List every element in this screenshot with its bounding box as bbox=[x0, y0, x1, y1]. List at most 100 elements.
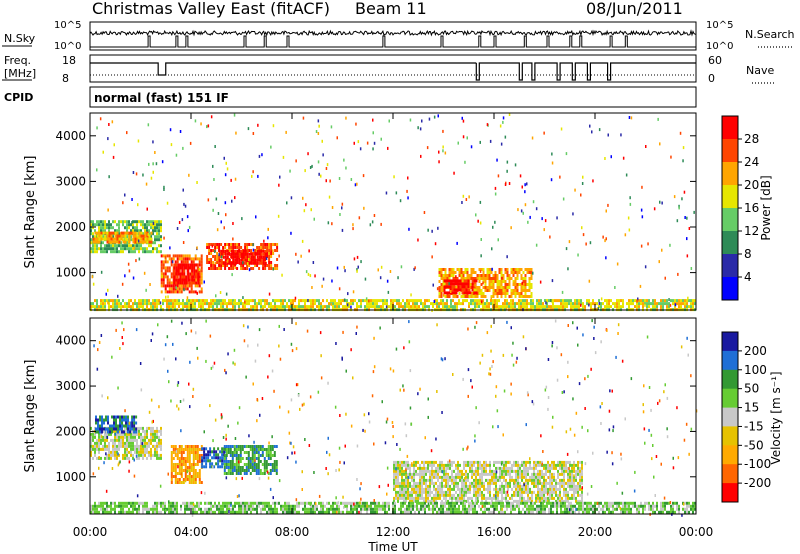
heatmap-cell bbox=[211, 450, 214, 454]
heatmap-cell bbox=[192, 445, 195, 448]
heatmap-cell bbox=[177, 269, 180, 273]
heatmap-cell bbox=[419, 487, 421, 491]
heatmap-cell bbox=[491, 475, 493, 479]
heatmap-cell bbox=[106, 507, 108, 511]
heatmap-cell bbox=[522, 295, 525, 298]
heatmap-cell bbox=[90, 450, 92, 454]
heatmap-cell bbox=[450, 299, 452, 303]
heatmap-cell bbox=[263, 448, 266, 451]
heatmap-cell bbox=[107, 427, 109, 431]
heatmap-cell bbox=[116, 504, 118, 508]
heatmap-cell bbox=[120, 510, 122, 514]
heatmap-cell bbox=[374, 299, 376, 303]
heatmap-cell bbox=[519, 469, 521, 473]
heatmap-cell bbox=[264, 302, 266, 306]
heatmap-cell bbox=[128, 223, 130, 227]
heatmap-cell bbox=[481, 472, 483, 476]
heatmap-cell bbox=[120, 504, 122, 508]
heatmap-speckle bbox=[686, 254, 689, 258]
heatmap-cell bbox=[538, 299, 540, 303]
heatmap-cell bbox=[282, 305, 284, 309]
heatmap-cell bbox=[152, 226, 154, 230]
heatmap-cell bbox=[112, 441, 114, 445]
heatmap-cell bbox=[531, 475, 533, 479]
heatmap-speckle bbox=[282, 155, 285, 159]
heatmap-cell bbox=[208, 246, 211, 249]
heatmap-cell bbox=[324, 305, 326, 309]
heatmap-cell bbox=[528, 289, 531, 292]
heatmap-cell bbox=[562, 305, 564, 309]
heatmap-cell bbox=[465, 469, 467, 473]
heatmap-cell bbox=[465, 279, 468, 283]
heatmap-cell bbox=[160, 290, 163, 294]
heatmap-cell bbox=[100, 223, 102, 227]
heatmap-speckle bbox=[258, 154, 261, 158]
heatmap-cell bbox=[364, 299, 366, 303]
heatmap-speckle bbox=[693, 210, 695, 214]
heatmap-cell bbox=[521, 487, 523, 491]
heatmap-speckle bbox=[622, 156, 625, 160]
heatmap-cell bbox=[403, 493, 405, 497]
heatmap-cell bbox=[113, 427, 115, 431]
heatmap-cell bbox=[481, 496, 483, 500]
heatmap-cell bbox=[188, 478, 191, 481]
heatmap-cell bbox=[128, 220, 130, 224]
heatmap-cell bbox=[443, 285, 446, 289]
heatmap-cell bbox=[518, 292, 521, 295]
heatmap-cell bbox=[531, 478, 533, 482]
heatmap-cell bbox=[198, 448, 201, 451]
heatmap-cell bbox=[440, 295, 443, 298]
heatmap-cell bbox=[438, 268, 441, 271]
heatmap-cell bbox=[150, 450, 152, 454]
colorbar-swatch bbox=[722, 116, 738, 140]
heatmap-cell bbox=[95, 430, 97, 434]
heatmap-cell bbox=[244, 252, 247, 256]
heatmap-cell bbox=[198, 281, 201, 285]
heatmap-cell bbox=[462, 302, 464, 306]
heatmap-cell bbox=[475, 469, 477, 473]
heatmap-cell bbox=[104, 438, 106, 442]
heatmap-cell bbox=[557, 460, 559, 464]
heatmap-cell bbox=[121, 421, 123, 425]
heatmap-cell bbox=[571, 466, 573, 470]
heatmap-speckle bbox=[465, 198, 468, 201]
heatmap-cell bbox=[620, 305, 622, 309]
heatmap-cell bbox=[676, 299, 678, 303]
heatmap-cell bbox=[530, 274, 533, 277]
heatmap-cell bbox=[220, 302, 222, 306]
heatmap-cell bbox=[465, 463, 467, 467]
heatmap-cell bbox=[567, 475, 569, 479]
heatmap-cell bbox=[380, 305, 382, 309]
heatmap-cell bbox=[217, 462, 220, 466]
heatmap-cell bbox=[482, 274, 485, 277]
heatmap-cell bbox=[441, 475, 443, 479]
heatmap-speckle bbox=[224, 173, 227, 177]
heatmap-cell bbox=[121, 424, 123, 428]
heatmap-cell bbox=[100, 220, 102, 224]
heatmap-cell bbox=[236, 302, 238, 306]
heatmap-cell bbox=[517, 478, 519, 482]
heatmap-cell bbox=[455, 481, 457, 485]
heatmap-speckle bbox=[629, 196, 631, 200]
heatmap-cell bbox=[190, 478, 193, 481]
heatmap-cell bbox=[106, 244, 108, 248]
heatmap-cell bbox=[508, 274, 511, 277]
heatmap-cell bbox=[132, 510, 134, 514]
heatmap-cell bbox=[119, 427, 121, 431]
heatmap-cell bbox=[132, 250, 134, 254]
heatmap-cell bbox=[575, 496, 577, 500]
heatmap-speckle bbox=[231, 273, 233, 277]
heatmap-cell bbox=[276, 299, 278, 303]
heatmap-cell bbox=[110, 438, 112, 442]
heatmap-speckle bbox=[427, 228, 429, 232]
heatmap-speckle bbox=[286, 201, 288, 205]
heatmap-cell bbox=[267, 457, 270, 460]
heatmap-cell bbox=[172, 290, 175, 294]
heatmap-cell bbox=[235, 460, 238, 463]
heatmap-cell bbox=[257, 451, 260, 454]
heatmap-cell bbox=[96, 444, 98, 448]
heatmap-cell bbox=[358, 299, 360, 303]
heatmap-cell bbox=[368, 302, 370, 306]
heatmap-cell bbox=[425, 490, 427, 494]
heatmap-cell bbox=[472, 299, 474, 303]
